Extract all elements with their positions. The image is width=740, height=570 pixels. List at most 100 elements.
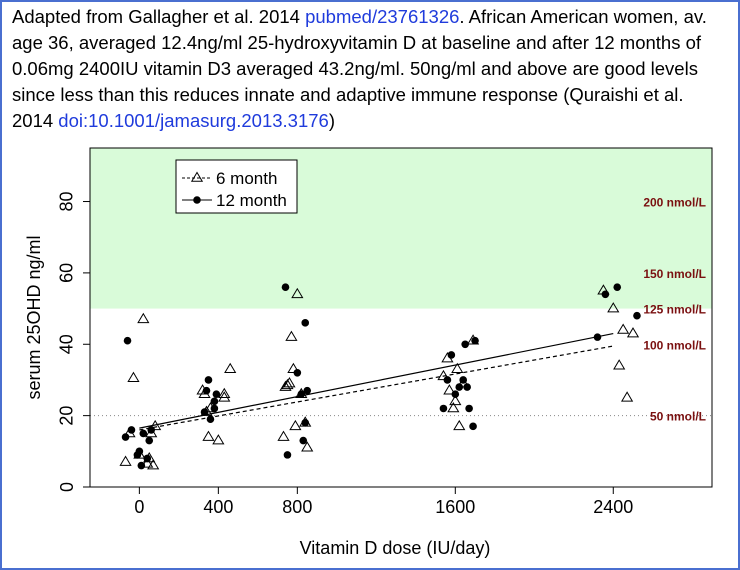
doi-link[interactable]: doi:10.1001/jamasurg.2013.3176 — [58, 110, 329, 131]
data-point-12-month — [439, 404, 448, 413]
data-point-6-month — [607, 302, 620, 313]
data-point-12-month — [471, 336, 479, 345]
x-tick-label: 0 — [134, 497, 144, 517]
data-point-12-month — [443, 376, 452, 384]
data-point-12-month — [145, 436, 154, 445]
data-point-6-month — [613, 359, 626, 370]
x-tick-label: 400 — [203, 497, 233, 517]
data-point-12-month — [451, 390, 460, 399]
plot-box — [89, 147, 713, 488]
data-point-12-month — [143, 454, 152, 463]
data-point-12-month — [601, 290, 610, 299]
data-point-6-month — [202, 430, 215, 441]
data-point-12-month — [139, 429, 148, 438]
data-point-12-month — [301, 319, 310, 327]
legend-label-12-month: 12 month — [216, 191, 287, 210]
data-point-6-month — [224, 362, 237, 374]
x-tick-label: 2400 — [593, 497, 633, 517]
data-point-6-month — [277, 430, 290, 441]
data-point-6-month — [137, 312, 150, 324]
data-point-12-month — [127, 426, 136, 434]
data-point-12-month — [613, 283, 622, 291]
y-tick-label: 0 — [57, 482, 77, 492]
y-tick-label: 60 — [57, 263, 77, 283]
data-point-12-month — [137, 461, 146, 470]
y-tick-label: 80 — [57, 192, 77, 212]
data-point-12-month — [206, 415, 215, 424]
data-point-12-month — [299, 436, 308, 445]
data-point-12-month — [204, 376, 213, 384]
nmol-label: 125 nmol/L — [643, 303, 706, 317]
caption-text-3: ) — [328, 110, 335, 131]
data-point-6-month — [291, 287, 304, 299]
data-point-6-month — [119, 455, 132, 466]
legend-label-6-month: 6 month — [216, 169, 277, 188]
data-point-6-month — [279, 380, 292, 391]
legend-marker-6-month — [190, 171, 204, 182]
data-point-12-month — [463, 383, 471, 391]
caption-text-2: . African American women, av. age 36, av… — [12, 6, 707, 131]
data-point-12-month — [121, 433, 130, 441]
data-point-12-month — [135, 447, 144, 456]
data-point-6-month — [281, 378, 294, 390]
data-point-12-month — [297, 390, 306, 399]
x-tick-label: 1600 — [435, 497, 475, 517]
data-point-12-month — [593, 333, 602, 341]
data-point-12-month — [283, 451, 292, 459]
data-point-6-month — [626, 327, 640, 338]
data-point-6-month — [287, 362, 300, 374]
x-tick-label: 800 — [282, 497, 312, 517]
data-point-12-month — [465, 404, 473, 413]
fit-line-12-month — [139, 332, 614, 429]
data-point-12-month — [447, 351, 456, 359]
nmol-label: 150 nmol/L — [643, 267, 706, 281]
data-point-12-month — [202, 386, 211, 395]
data-point-12-month — [455, 383, 464, 391]
data-point-6-month — [289, 419, 302, 431]
data-point-12-month — [281, 283, 290, 291]
data-point-6-month — [620, 391, 634, 402]
data-point-6-month — [453, 419, 466, 431]
data-point-12-month — [303, 386, 312, 395]
data-point-12-month — [123, 336, 132, 345]
data-point-6-month — [301, 441, 314, 452]
data-point-6-month — [147, 459, 160, 470]
data-point-6-month — [218, 391, 231, 402]
data-point-6-month — [451, 362, 464, 374]
data-point-6-month — [285, 330, 298, 341]
nmol-label: 100 nmol/L — [643, 338, 706, 352]
data-point-12-month — [301, 418, 310, 427]
data-point-12-month — [461, 340, 469, 349]
fit-line-6-month — [139, 345, 614, 431]
data-point-6-month — [617, 323, 630, 334]
legend-marker-12-month — [193, 196, 201, 204]
data-point-12-month — [210, 404, 219, 413]
data-point-6-month — [218, 387, 231, 399]
data-point-6-month — [141, 457, 154, 468]
data-point-12-month — [633, 311, 641, 320]
data-point-12-month — [469, 422, 477, 431]
data-point-6-month — [127, 371, 140, 382]
data-point-12-month — [147, 426, 156, 434]
data-point-12-month — [212, 390, 221, 399]
nmol-label: 200 nmol/L — [643, 196, 706, 210]
data-point-6-month — [449, 394, 462, 406]
caption-text-1: Adapted from Gallagher et al. 2014 — [12, 6, 306, 27]
figure-caption: Adapted from Gallagher et al. 2014 pubme… — [12, 4, 727, 134]
data-point-6-month — [447, 402, 460, 413]
y-tick-label: 40 — [57, 334, 77, 354]
data-point-6-month — [283, 377, 296, 388]
legend-box — [175, 159, 298, 214]
data-point-12-month — [210, 397, 219, 406]
data-point-6-month — [212, 434, 225, 445]
data-point-6-month — [149, 419, 162, 431]
data-point-6-month — [443, 384, 456, 395]
y-tick-label: 20 — [57, 406, 77, 426]
data-point-12-month — [459, 376, 468, 384]
data-point-12-month — [293, 369, 302, 377]
data-point-12-month — [200, 408, 209, 416]
pubmed-link[interactable]: pubmed/23761326 — [305, 6, 460, 27]
y-axis-label: serum 25OHD ng/ml — [24, 235, 44, 399]
nmol-label: 50 nmol/L — [650, 410, 706, 424]
